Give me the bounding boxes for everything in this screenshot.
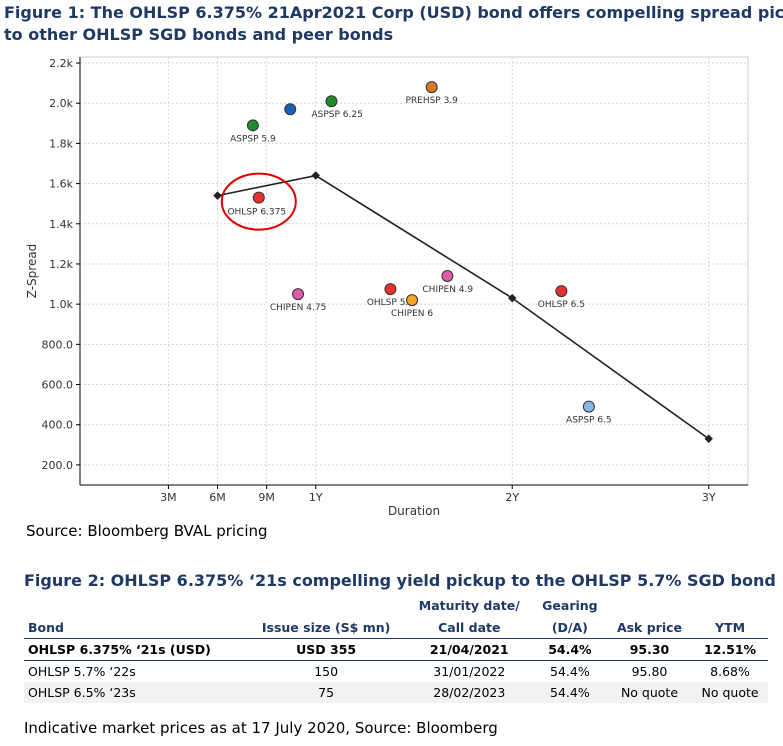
curve-marker [704,434,713,444]
figure1-title-line2: to other OHLSP SGD bonds and peer bonds [4,25,394,44]
y-tick-label: 2.2k [49,57,73,70]
point-label: PREHSP 3.9 [405,96,458,106]
y-tick-label: 2.0k [49,97,73,110]
header-ytm: YTM [692,616,768,639]
cell-ytm: 8.68% [710,664,750,679]
cell-ask-price: 95.30 [606,638,693,661]
cell-maturity: 21/04/2021 [405,638,533,661]
y-tick-label: 1.6k [49,178,73,191]
table-row: OHLSP 6.375% ‘21s (USD) USD 355 21/04/20… [24,638,768,661]
figure1-title: Figure 1: The OHLSP 6.375% 21Apr2021 Cor… [4,2,783,46]
figure1-source: Source: Bloomberg BVAL pricing [26,522,268,540]
cell-bond: OHLSP 6.375% ‘21s (USD) [24,638,247,661]
table-header-row-bottom: Bond Issue size (S$ mn) Call date (D/A) … [24,616,768,639]
cell-ytm: No quote [692,682,768,703]
cell-bond: OHLSP 6.5% ‘23s [24,682,247,703]
header-top-maturity: Maturity date/ [418,597,520,613]
y-tick-label: 600.0 [42,379,74,392]
cell-gearing: 54.4% [532,638,607,661]
y-tick-label: 1.4k [49,218,73,231]
highlight-circle [220,172,297,231]
point-label: ASPSP 6.25 [311,110,362,120]
cell-gearing: 54.4% [532,682,607,703]
x-tick-label: 3Y [702,491,716,504]
point-label: OHLSP 6.5 [538,300,585,310]
cell-maturity: 28/02/2023 [405,682,533,703]
data-point [325,95,338,108]
header-top-issue [247,594,406,616]
table-row: OHLSP 5.7% ‘22s 150 31/01/2022 54.4% 95.… [24,661,768,683]
point-label: OHLSP 6.375 [227,208,286,218]
header-bond: Bond [24,616,247,639]
plot-area [79,56,749,486]
y-tick-label: 1.0k [49,298,73,311]
point-label: ASPSP 6.5 [566,416,612,426]
data-point [582,400,595,413]
point-label: CHIPEN 4.9 [422,285,473,295]
y-axis-label: Z-Spread [25,244,39,299]
cell-issue-size: 75 [246,682,406,703]
bond-comparison-table: Maturity date/ Gearing Bond Issue size (… [24,594,768,703]
x-tick-label: 1Y [309,491,323,504]
figure2-source: Indicative market prices as at 17 July 2… [24,719,498,737]
x-tick-label: 9M [258,491,275,504]
header-top-bond [24,594,247,616]
point-label: ASPSP 5.9 [230,134,276,144]
y-tick-label: 1.8k [49,137,73,150]
header-top-gearing: Gearing [542,597,598,613]
y-tick-label: 400.0 [42,419,74,432]
header-top-price [607,594,692,616]
cell-issue-size: 150 [314,664,339,679]
x-tick-label: 6M [209,491,226,504]
point-label: CHIPEN 4.75 [270,303,326,313]
point-label: CHIPEN 6 [391,309,433,319]
curve-marker [311,171,321,180]
data-point [406,294,419,307]
data-point [252,191,265,204]
cell-ask-price: 95.80 [631,664,668,679]
figure1-title-line1: Figure 1: The OHLSP 6.375% 21Apr2021 Cor… [4,3,783,22]
cell-maturity: 31/01/2022 [433,664,506,679]
cell-ytm: 12.51% [692,638,768,661]
x-tick-label: 3M [160,491,177,504]
cell-issue-size: USD 355 [246,638,406,661]
header-issue-size: Issue size (S$ mn) [246,616,406,639]
curve-line [217,174,710,440]
cell-bond: OHLSP 5.7% ‘22s [28,664,136,679]
header-top-ytm [692,594,768,616]
data-point [555,285,568,298]
header-call-date: Call date [405,616,533,639]
y-tick-label: 200.0 [42,459,74,472]
data-point [441,270,454,283]
data-point [384,283,397,296]
x-tick-label: 2Y [505,491,519,504]
data-point [425,81,438,94]
zspread-scatter-chart: 200.0 400.0 600.0 800.0 1.0k 1.2k 1.4k 1.6k 1.8k… [25,56,749,518]
header-gearing: (D/A) [532,616,607,639]
data-point [246,119,259,132]
y-tick-label: 1.2k [49,258,73,271]
table-header-row-top: Maturity date/ Gearing [24,594,768,616]
figure2-title: Figure 2: OHLSP 6.375% ‘21s compelling y… [24,571,776,590]
cell-gearing: 54.4% [550,664,590,679]
x-axis-label: Duration [388,504,440,518]
table-row: OHLSP 6.5% ‘23s 75 28/02/2023 54.4% No q… [24,682,768,703]
y-tick-label: 800.0 [42,338,74,351]
point-label: OHLSP 5.7 [367,298,414,308]
cell-ask-price: No quote [606,682,693,703]
curve-marker [213,191,222,200]
data-point [292,288,305,301]
header-ask-price: Ask price [606,616,693,639]
data-point [284,103,297,116]
